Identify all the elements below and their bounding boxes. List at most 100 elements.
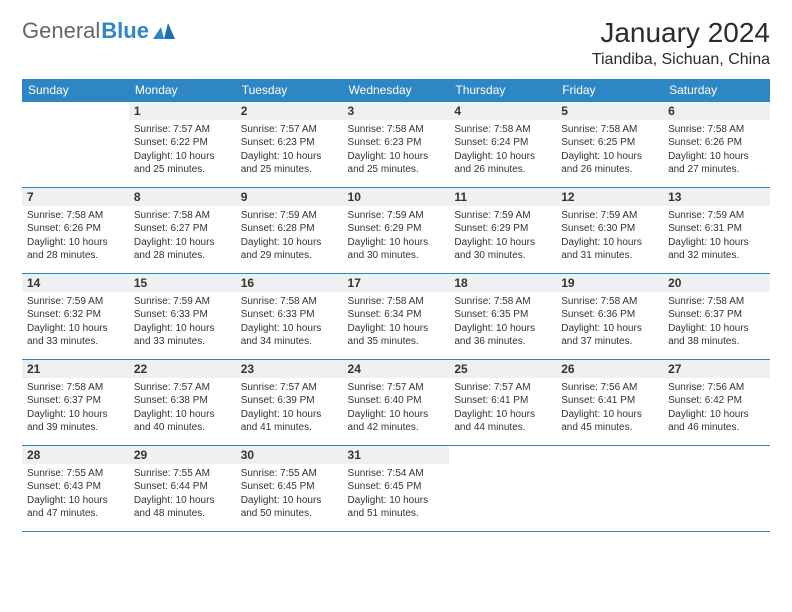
calendar-day-cell: 24Sunrise: 7:57 AMSunset: 6:40 PMDayligh… — [343, 359, 450, 445]
day-number: 21 — [22, 360, 129, 378]
sunrise-line: Sunrise: 7:58 AM — [454, 123, 551, 137]
day-details: Sunrise: 7:58 AMSunset: 6:26 PMDaylight:… — [663, 120, 770, 181]
sunset-line: Sunset: 6:26 PM — [668, 136, 765, 150]
sunset-line: Sunset: 6:32 PM — [27, 308, 124, 322]
sunset-line: Sunset: 6:27 PM — [134, 222, 231, 236]
day-details: Sunrise: 7:59 AMSunset: 6:29 PMDaylight:… — [449, 206, 556, 267]
day-number: 8 — [129, 188, 236, 206]
sunset-line: Sunset: 6:25 PM — [561, 136, 658, 150]
day-details: Sunrise: 7:57 AMSunset: 6:22 PMDaylight:… — [129, 120, 236, 181]
calendar-week-row: 28Sunrise: 7:55 AMSunset: 6:43 PMDayligh… — [22, 445, 770, 531]
sunrise-line: Sunrise: 7:57 AM — [241, 381, 338, 395]
sunset-line: Sunset: 6:42 PM — [668, 394, 765, 408]
day-details: Sunrise: 7:57 AMSunset: 6:38 PMDaylight:… — [129, 378, 236, 439]
calendar-day-cell: 19Sunrise: 7:58 AMSunset: 6:36 PMDayligh… — [556, 273, 663, 359]
day-details: Sunrise: 7:59 AMSunset: 6:29 PMDaylight:… — [343, 206, 450, 267]
day-details: Sunrise: 7:59 AMSunset: 6:33 PMDaylight:… — [129, 292, 236, 353]
calendar-day-cell: 4Sunrise: 7:58 AMSunset: 6:24 PMDaylight… — [449, 101, 556, 187]
calendar-day-cell: 9Sunrise: 7:59 AMSunset: 6:28 PMDaylight… — [236, 187, 343, 273]
day-details: Sunrise: 7:57 AMSunset: 6:40 PMDaylight:… — [343, 378, 450, 439]
day-details: Sunrise: 7:58 AMSunset: 6:36 PMDaylight:… — [556, 292, 663, 353]
day-number: 12 — [556, 188, 663, 206]
daylight-line: Daylight: 10 hours and 41 minutes. — [241, 408, 338, 435]
sunset-line: Sunset: 6:34 PM — [348, 308, 445, 322]
logo-text-blue: Blue — [101, 18, 149, 44]
sunset-line: Sunset: 6:35 PM — [454, 308, 551, 322]
daylight-line: Daylight: 10 hours and 33 minutes. — [27, 322, 124, 349]
daylight-line: Daylight: 10 hours and 33 minutes. — [134, 322, 231, 349]
daylight-line: Daylight: 10 hours and 37 minutes. — [561, 322, 658, 349]
day-details: Sunrise: 7:59 AMSunset: 6:28 PMDaylight:… — [236, 206, 343, 267]
calendar-week-row: 7Sunrise: 7:58 AMSunset: 6:26 PMDaylight… — [22, 187, 770, 273]
day-details: Sunrise: 7:58 AMSunset: 6:27 PMDaylight:… — [129, 206, 236, 267]
day-details: Sunrise: 7:58 AMSunset: 6:33 PMDaylight:… — [236, 292, 343, 353]
day-details: Sunrise: 7:55 AMSunset: 6:43 PMDaylight:… — [22, 464, 129, 525]
day-number: 3 — [343, 102, 450, 120]
sunset-line: Sunset: 6:41 PM — [561, 394, 658, 408]
sunrise-line: Sunrise: 7:59 AM — [454, 209, 551, 223]
sunset-line: Sunset: 6:33 PM — [241, 308, 338, 322]
calendar-day-cell: 3Sunrise: 7:58 AMSunset: 6:23 PMDaylight… — [343, 101, 450, 187]
day-number: 7 — [22, 188, 129, 206]
day-number: 6 — [663, 102, 770, 120]
sunset-line: Sunset: 6:30 PM — [561, 222, 658, 236]
calendar-day-cell: 18Sunrise: 7:58 AMSunset: 6:35 PMDayligh… — [449, 273, 556, 359]
daylight-line: Daylight: 10 hours and 32 minutes. — [668, 236, 765, 263]
calendar-day-cell: 16Sunrise: 7:58 AMSunset: 6:33 PMDayligh… — [236, 273, 343, 359]
day-details: Sunrise: 7:56 AMSunset: 6:42 PMDaylight:… — [663, 378, 770, 439]
calendar-day-cell: 1Sunrise: 7:57 AMSunset: 6:22 PMDaylight… — [129, 101, 236, 187]
daylight-line: Daylight: 10 hours and 28 minutes. — [134, 236, 231, 263]
sunset-line: Sunset: 6:45 PM — [348, 480, 445, 494]
daylight-line: Daylight: 10 hours and 36 minutes. — [454, 322, 551, 349]
daylight-line: Daylight: 10 hours and 31 minutes. — [561, 236, 658, 263]
daylight-line: Daylight: 10 hours and 30 minutes. — [454, 236, 551, 263]
day-number: 17 — [343, 274, 450, 292]
sunrise-line: Sunrise: 7:58 AM — [561, 123, 658, 137]
sunset-line: Sunset: 6:28 PM — [241, 222, 338, 236]
daylight-line: Daylight: 10 hours and 42 minutes. — [348, 408, 445, 435]
day-details: Sunrise: 7:55 AMSunset: 6:44 PMDaylight:… — [129, 464, 236, 525]
calendar-day-cell: 31Sunrise: 7:54 AMSunset: 6:45 PMDayligh… — [343, 445, 450, 531]
weekday-header: Monday — [129, 79, 236, 102]
sunrise-line: Sunrise: 7:58 AM — [454, 295, 551, 309]
calendar-day-cell: 21Sunrise: 7:58 AMSunset: 6:37 PMDayligh… — [22, 359, 129, 445]
day-number: 22 — [129, 360, 236, 378]
sunset-line: Sunset: 6:29 PM — [348, 222, 445, 236]
day-details: Sunrise: 7:57 AMSunset: 6:39 PMDaylight:… — [236, 378, 343, 439]
sunrise-line: Sunrise: 7:58 AM — [561, 295, 658, 309]
sunrise-line: Sunrise: 7:59 AM — [668, 209, 765, 223]
sunset-line: Sunset: 6:26 PM — [27, 222, 124, 236]
day-details: Sunrise: 7:56 AMSunset: 6:41 PMDaylight:… — [556, 378, 663, 439]
daylight-line: Daylight: 10 hours and 27 minutes. — [668, 150, 765, 177]
calendar-body: 1Sunrise: 7:57 AMSunset: 6:22 PMDaylight… — [22, 101, 770, 531]
day-number: 31 — [343, 446, 450, 464]
day-details: Sunrise: 7:59 AMSunset: 6:30 PMDaylight:… — [556, 206, 663, 267]
sunrise-line: Sunrise: 7:56 AM — [668, 381, 765, 395]
day-number: 14 — [22, 274, 129, 292]
calendar-day-cell: 11Sunrise: 7:59 AMSunset: 6:29 PMDayligh… — [449, 187, 556, 273]
day-details: Sunrise: 7:58 AMSunset: 6:37 PMDaylight:… — [663, 292, 770, 353]
sunrise-line: Sunrise: 7:59 AM — [561, 209, 658, 223]
sunrise-line: Sunrise: 7:59 AM — [241, 209, 338, 223]
logo-icon — [153, 23, 175, 39]
day-details: Sunrise: 7:58 AMSunset: 6:35 PMDaylight:… — [449, 292, 556, 353]
day-number: 15 — [129, 274, 236, 292]
daylight-line: Daylight: 10 hours and 46 minutes. — [668, 408, 765, 435]
sunrise-line: Sunrise: 7:55 AM — [241, 467, 338, 481]
sunrise-line: Sunrise: 7:56 AM — [561, 381, 658, 395]
sunset-line: Sunset: 6:44 PM — [134, 480, 231, 494]
logo: General Blue — [22, 18, 175, 44]
calendar-day-cell: 13Sunrise: 7:59 AMSunset: 6:31 PMDayligh… — [663, 187, 770, 273]
daylight-line: Daylight: 10 hours and 44 minutes. — [454, 408, 551, 435]
calendar-day-cell: 23Sunrise: 7:57 AMSunset: 6:39 PMDayligh… — [236, 359, 343, 445]
sunrise-line: Sunrise: 7:59 AM — [134, 295, 231, 309]
calendar-day-cell: 15Sunrise: 7:59 AMSunset: 6:33 PMDayligh… — [129, 273, 236, 359]
day-number: 27 — [663, 360, 770, 378]
sunset-line: Sunset: 6:36 PM — [561, 308, 658, 322]
calendar-day-cell: 28Sunrise: 7:55 AMSunset: 6:43 PMDayligh… — [22, 445, 129, 531]
sunset-line: Sunset: 6:43 PM — [27, 480, 124, 494]
sunrise-line: Sunrise: 7:57 AM — [348, 381, 445, 395]
daylight-line: Daylight: 10 hours and 25 minutes. — [348, 150, 445, 177]
day-number: 9 — [236, 188, 343, 206]
weekday-header: Tuesday — [236, 79, 343, 102]
